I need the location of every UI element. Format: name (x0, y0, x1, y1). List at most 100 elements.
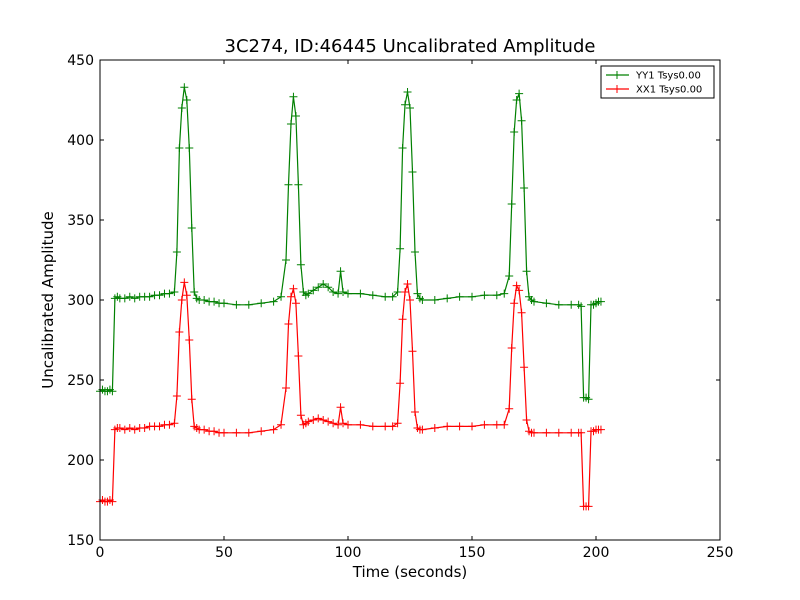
data-point (492, 291, 501, 300)
data-point (304, 289, 313, 298)
x-tick-label: 200 (583, 545, 610, 561)
data-point (584, 502, 593, 511)
data-point (401, 100, 410, 109)
data-point (455, 422, 464, 431)
data-point (329, 288, 338, 296)
data-point (515, 286, 524, 295)
data-point (182, 291, 191, 300)
data-point (172, 248, 181, 256)
legend-marker (613, 85, 621, 93)
y-tick-label: 250 (67, 373, 94, 389)
data-point (403, 280, 412, 288)
data-point (393, 288, 402, 296)
data-point (507, 344, 516, 352)
data-point (388, 422, 397, 431)
data-point (468, 292, 476, 301)
data-point (155, 291, 164, 300)
data-point (282, 256, 290, 264)
data-point (455, 292, 464, 301)
data-point (410, 248, 419, 256)
data-point (190, 288, 199, 296)
x-tick-label: 100 (335, 545, 362, 561)
series-line (99, 87, 601, 401)
data-point (401, 288, 410, 296)
data-point (577, 428, 586, 437)
data-point (294, 180, 303, 189)
y-tick-label: 300 (67, 293, 94, 309)
data-point (165, 420, 174, 429)
data-point (406, 296, 414, 304)
series-line (99, 282, 601, 507)
data-point (567, 300, 576, 309)
data-point (244, 428, 253, 437)
x-tick-label: 150 (459, 545, 486, 561)
data-point (443, 422, 452, 431)
y-tick-label: 200 (67, 453, 94, 469)
data-point (108, 497, 117, 506)
legend-label: YY1 Tsys0.00 (635, 71, 701, 82)
data-point (125, 292, 134, 301)
data-point (554, 300, 563, 309)
data-point (165, 289, 174, 298)
data-point (140, 424, 149, 432)
data-point (130, 294, 139, 303)
data-point (567, 428, 576, 437)
data-point (480, 291, 489, 300)
data-point (277, 292, 286, 301)
data-point (512, 96, 521, 104)
data-point (517, 308, 526, 317)
data-point (175, 144, 184, 152)
data-point (368, 422, 377, 431)
data-point (356, 289, 365, 298)
data-point (522, 267, 531, 276)
data-point (413, 289, 422, 298)
legend-box (600, 65, 715, 99)
data-point (286, 120, 295, 128)
data-point (554, 428, 563, 437)
data-point (324, 417, 333, 426)
data-point (336, 267, 345, 276)
data-point (170, 419, 179, 428)
data-point (443, 294, 452, 303)
data-point (291, 299, 300, 308)
data-point (393, 419, 402, 428)
data-point (530, 297, 538, 306)
data-point (596, 425, 605, 434)
data-point (492, 420, 501, 429)
y-axis: 150 200 250 300 350 400 450 (67, 53, 720, 549)
data-point (244, 300, 253, 309)
data-point (339, 288, 348, 296)
data-point (304, 417, 313, 426)
data-point (277, 420, 286, 429)
y-tick-label: 400 (67, 133, 94, 149)
data-point (334, 420, 343, 429)
data-point (185, 336, 194, 344)
data-point (291, 112, 300, 120)
series-layer (96, 83, 605, 511)
data-point (125, 424, 134, 432)
x-tick-label: 250 (707, 545, 734, 561)
data-point (200, 425, 209, 434)
data-point (120, 425, 129, 434)
data-point (542, 428, 551, 437)
data-point (430, 296, 439, 304)
data-point (220, 428, 228, 437)
x-tick-label: 0 (96, 545, 105, 561)
data-point (520, 184, 529, 192)
data-point (220, 299, 228, 308)
data-point (232, 428, 241, 437)
data-point (542, 299, 551, 308)
data-point (314, 283, 323, 292)
data-point (336, 403, 345, 412)
y-tick-label: 150 (67, 533, 94, 549)
data-point (577, 302, 586, 311)
data-point (515, 89, 524, 98)
data-point (430, 424, 439, 432)
data-point (108, 387, 117, 396)
data-point (309, 286, 318, 295)
data-point (510, 128, 519, 136)
data-point (289, 92, 298, 101)
data-point (294, 352, 303, 360)
data-point (257, 299, 266, 308)
data-point (398, 144, 407, 152)
